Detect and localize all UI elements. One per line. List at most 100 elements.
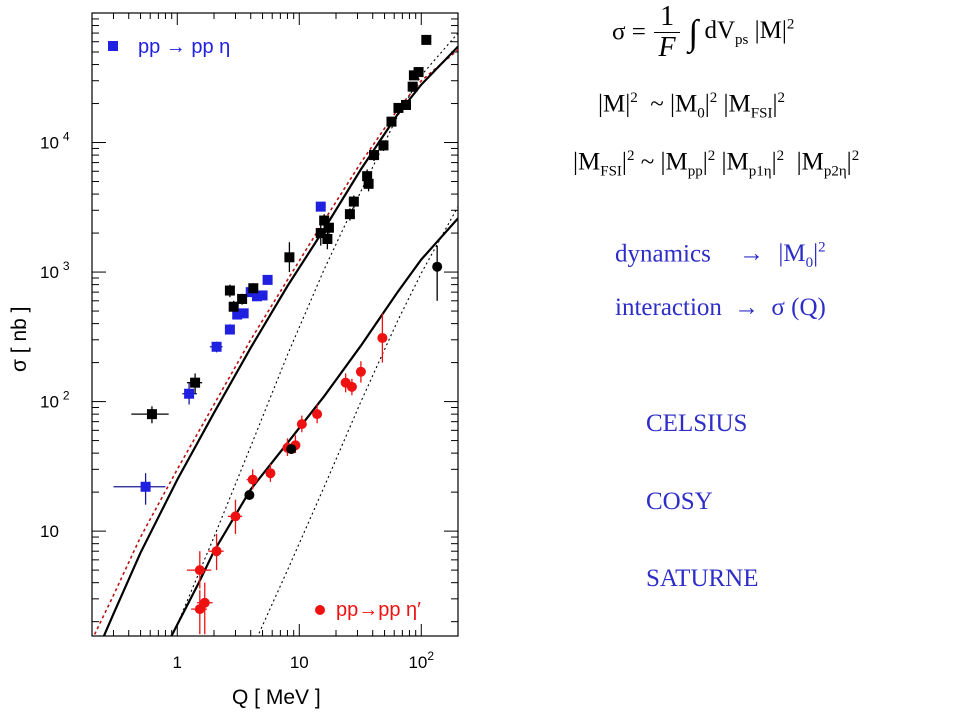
eq3-bar1: | [702,148,708,176]
model-curve-1 [102,45,458,636]
y-axis-label: σ [ nb ] [8,307,31,373]
y-tick-exponent: 3 [63,259,70,273]
eq3-mp1: |M [721,148,749,176]
eq3-sq0: 2 [626,148,635,164]
eq2-bar1: | [704,90,710,118]
data-point-square-0-4 [232,309,243,320]
data-point-circle-2-14 [377,332,388,343]
data-point-square-0-10 [315,201,326,212]
data-point-circle-2-4 [230,511,241,522]
eq3-lhs: |M [573,148,601,176]
x-axis-label: Q [ MeV ] [232,686,321,709]
equation-fsi: |MFSI|2 ~ |Mpp|2 |Mp1η|2 |Mp2η|2 [573,148,859,180]
eq3-tilde: ~ [640,148,655,176]
eq3-sq1: 2 [707,148,716,164]
data-point-square-1-18 [393,102,404,113]
eq-sq: 2 [786,16,795,33]
dynamics-m0: |M [778,240,806,268]
facility-cosy: COSY [646,488,713,515]
y-tick-label: 10 3 [40,259,70,282]
eq3-fsi: FSI [600,163,622,180]
data-point-square-1-3 [228,301,239,312]
eq-integral: ∫ [688,12,699,53]
eq2-fsi: FSI [750,105,773,122]
eq-abs-m: |M| [754,16,787,44]
dynamics-sq: 2 [818,240,826,256]
dynamics-label: dynamics [615,240,711,268]
dynamics-line: dynamics → |M0|2 [615,240,826,272]
interaction-arrow: → [734,294,760,321]
data-point-circle-2-10 [312,409,323,420]
data-point-square-1-15 [369,150,380,161]
dynamics-zero: 0 [805,255,814,272]
eq2-zero: 0 [697,105,705,122]
eq3-mp2: |M [796,148,824,176]
eq3-sq3: 2 [851,148,860,164]
data-point-square-0-9 [262,274,273,285]
data-point-square-1-6 [284,252,295,263]
eq-frac-num: 1 [654,2,681,33]
data-point-circle-3-0 [244,490,255,501]
data-markers [140,34,443,615]
data-point-square-0-3 [224,324,235,335]
x-axis-ticks: 1 10 102 [91,13,459,672]
dynamics-bar: | [813,240,819,268]
data-point-square-1-10 [323,222,334,233]
legend-etaprime-marker [315,605,325,615]
equation-matrix-element: |M|2 ~ |M0|2 |MFSI|2 [598,90,785,122]
eq3-bar0: | [621,148,627,176]
data-point-square-1-2 [224,285,235,296]
data-point-square-1-22 [413,67,424,78]
data-point-square-1-9 [322,233,333,244]
data-point-circle-2-12 [346,381,357,392]
interaction-line: interaction → σ (Q) [615,294,826,322]
data-point-square-1-1 [190,377,201,388]
equation-sigma: σ = 1 F ∫ dVps |M|2 [612,2,794,63]
facility-saturne: SATURNE [646,565,759,592]
x-tick-label: 10 [290,653,309,672]
data-point-square-1-16 [378,140,389,151]
eq-fraction: 1 F [654,2,681,63]
model-curve-0 [92,49,458,636]
y-tick-label: 10 4 [40,130,70,153]
eq2-sq2: 2 [709,90,718,106]
data-point-square-1-7 [315,228,326,239]
legend-etaprime-label: pp→pp η′ [336,599,421,621]
data-point-circle-2-3 [211,546,222,557]
eq2-sq1: 2 [630,90,638,106]
dynamics-arrow: → [739,240,765,268]
eq2-tilde: ~ [650,90,664,118]
data-point-circle-2-9 [296,419,307,430]
data-point-circle-2-0 [194,565,205,576]
data-point-square-1-20 [407,81,418,92]
legend-eta-label: pp → pp η [138,36,230,58]
eq-ps: ps [735,31,749,48]
data-point-square-1-0 [146,409,157,420]
data-point-square-1-23 [421,34,432,45]
eq3-sq2: 2 [776,148,785,164]
data-point-circle-3-1 [286,444,297,455]
y-tick-exponent: 2 [63,389,70,403]
data-point-square-1-19 [401,99,412,110]
data-point-square-1-8 [319,215,330,226]
eq-dv-text: dV [704,16,736,44]
eq-sigma-lhs: σ = [612,18,646,46]
eq-dv: dVps |M|2 [704,16,795,47]
data-point-square-1-11 [344,209,355,220]
data-point-circle-2-13 [355,366,366,377]
eq3-p1eta: p1η [748,163,772,180]
data-point-circle-2-2 [199,597,210,608]
interaction-label: interaction [615,294,722,321]
data-point-square-0-5 [238,308,249,319]
y-tick-label: 10 [40,522,59,541]
model-curves [92,32,458,636]
data-point-circle-3-2 [432,261,443,272]
interaction-sigma-q: σ (Q) [771,294,826,321]
data-point-square-1-5 [248,283,259,294]
x-tick-exponent: 2 [427,649,434,663]
eq2-bar2: | [772,90,778,118]
legend-eta-marker [108,41,118,51]
eq2-mfsi: |M [723,90,751,118]
x-tick-label: 1 [173,653,182,672]
